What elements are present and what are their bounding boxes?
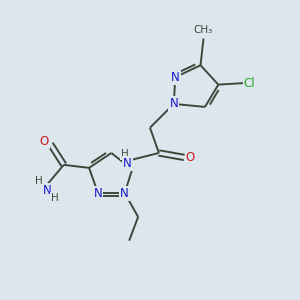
Text: H: H [51, 193, 59, 202]
Text: N: N [171, 71, 180, 84]
Text: O: O [40, 135, 49, 148]
Text: Cl: Cl [244, 76, 255, 90]
Text: N: N [123, 157, 132, 170]
Text: O: O [185, 151, 195, 164]
Text: N: N [94, 187, 102, 200]
Text: H: H [35, 176, 42, 186]
Text: N: N [120, 187, 129, 200]
Text: N: N [43, 184, 51, 197]
Text: CH₃: CH₃ [194, 25, 213, 34]
Text: N: N [169, 98, 178, 110]
Text: H: H [121, 149, 129, 159]
